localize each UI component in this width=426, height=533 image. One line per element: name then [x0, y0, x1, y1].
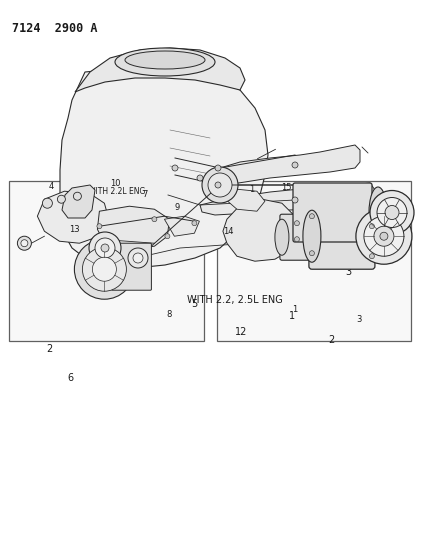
Text: WITH 2.2L ENG: WITH 2.2L ENG	[87, 187, 144, 196]
FancyBboxPatch shape	[111, 243, 151, 290]
Text: 13: 13	[69, 225, 80, 233]
Polygon shape	[199, 183, 374, 215]
Ellipse shape	[125, 51, 204, 69]
Circle shape	[309, 251, 314, 256]
Text: 10: 10	[110, 180, 120, 188]
Text: 4: 4	[317, 188, 322, 196]
Circle shape	[207, 173, 231, 197]
Text: 1: 1	[249, 185, 254, 193]
Polygon shape	[62, 185, 95, 218]
FancyBboxPatch shape	[308, 203, 374, 269]
Text: 8: 8	[166, 310, 171, 319]
Circle shape	[368, 224, 374, 229]
Circle shape	[89, 232, 121, 264]
Circle shape	[132, 253, 143, 263]
Circle shape	[379, 232, 387, 240]
Circle shape	[291, 197, 297, 203]
Circle shape	[128, 248, 148, 268]
FancyBboxPatch shape	[279, 214, 315, 260]
Circle shape	[294, 237, 299, 242]
Circle shape	[196, 175, 202, 181]
Circle shape	[201, 167, 237, 203]
Circle shape	[101, 244, 109, 252]
Text: 1: 1	[289, 311, 295, 321]
Text: 3: 3	[355, 316, 360, 324]
Polygon shape	[222, 199, 298, 261]
Circle shape	[384, 206, 398, 220]
Bar	[216, 181, 410, 341]
Text: 2: 2	[394, 225, 399, 233]
Ellipse shape	[368, 187, 386, 238]
Polygon shape	[222, 189, 264, 211]
Text: 15: 15	[280, 183, 291, 192]
Circle shape	[215, 182, 221, 188]
Circle shape	[368, 254, 374, 259]
Text: 9: 9	[174, 204, 179, 212]
Text: WITH 2.2, 2.5L ENG: WITH 2.2, 2.5L ENG	[187, 295, 282, 305]
Circle shape	[369, 190, 413, 235]
Circle shape	[21, 240, 28, 247]
Text: 4: 4	[229, 239, 235, 249]
Circle shape	[291, 162, 297, 168]
Circle shape	[191, 221, 196, 225]
Text: 2: 2	[327, 335, 333, 345]
Circle shape	[164, 233, 170, 239]
Text: 1: 1	[291, 305, 296, 313]
Circle shape	[363, 216, 403, 256]
Polygon shape	[164, 216, 199, 236]
Circle shape	[152, 217, 156, 222]
Circle shape	[17, 236, 32, 250]
Text: 11: 11	[18, 238, 29, 247]
Ellipse shape	[115, 48, 215, 76]
Text: 14: 14	[223, 228, 233, 236]
Polygon shape	[218, 145, 359, 185]
Circle shape	[373, 226, 393, 246]
Text: 12: 12	[235, 327, 247, 337]
Circle shape	[294, 221, 299, 225]
Ellipse shape	[302, 210, 320, 262]
Ellipse shape	[274, 219, 288, 255]
Circle shape	[376, 198, 406, 228]
Circle shape	[92, 257, 116, 281]
Text: 2: 2	[46, 344, 52, 354]
Text: WITH 3.0L ENG: WITH 3.0L ENG	[308, 187, 366, 196]
Polygon shape	[75, 48, 245, 92]
Circle shape	[82, 247, 126, 291]
Circle shape	[97, 224, 102, 229]
Circle shape	[42, 198, 52, 208]
Polygon shape	[97, 206, 169, 249]
FancyBboxPatch shape	[292, 183, 371, 242]
Text: 7124  2900 A: 7124 2900 A	[12, 22, 97, 35]
Text: 6: 6	[67, 374, 73, 383]
Circle shape	[73, 192, 81, 200]
Text: 3: 3	[344, 267, 350, 277]
Circle shape	[74, 239, 134, 299]
Text: 7: 7	[142, 190, 147, 199]
Circle shape	[172, 165, 178, 171]
Polygon shape	[60, 65, 268, 268]
Circle shape	[57, 195, 65, 203]
Bar	[9, 181, 203, 341]
Circle shape	[309, 214, 314, 219]
Text: 4: 4	[49, 182, 54, 191]
Circle shape	[95, 238, 115, 258]
Text: 5: 5	[191, 299, 197, 309]
Circle shape	[215, 165, 221, 171]
Polygon shape	[37, 191, 109, 243]
Circle shape	[355, 208, 411, 264]
